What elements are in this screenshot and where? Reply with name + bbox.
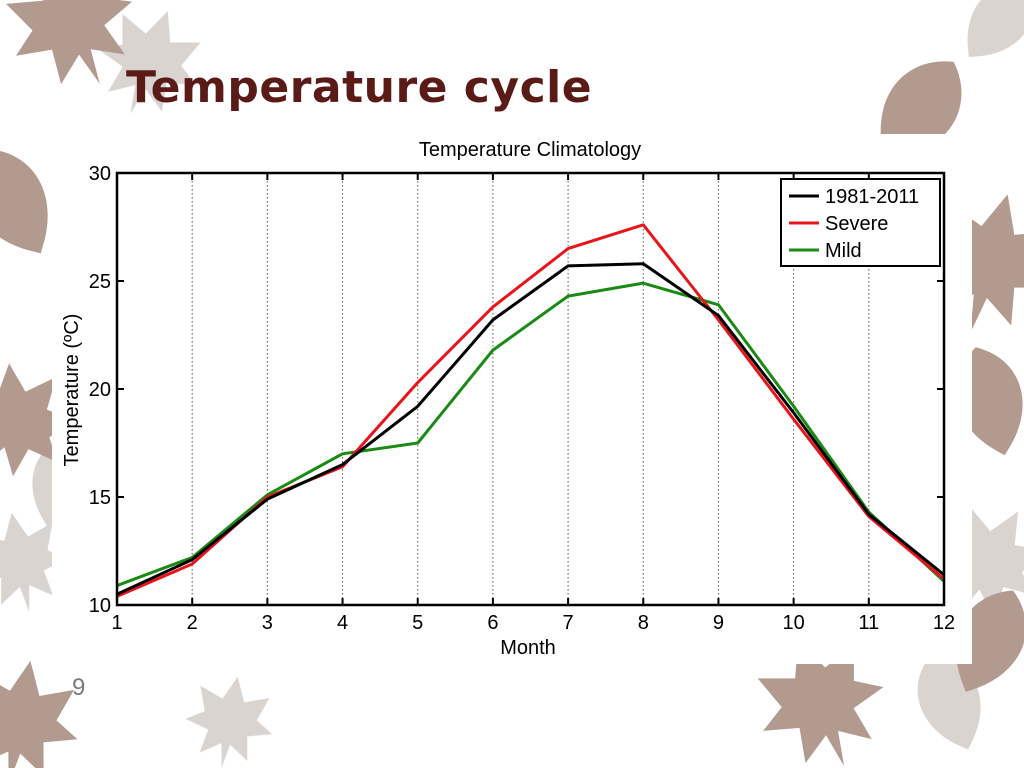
y-tick-label: 15 [89,487,111,509]
legend-label: Severe [825,213,888,235]
x-tick-label: 7 [563,612,574,634]
temperature-chart: Temperature Climatology Month Temperatur… [61,139,955,659]
series-layer [116,223,946,598]
y-axis-label: Temperature (ºC) [61,314,83,467]
y-tick-label: 25 [89,271,111,293]
x-tick-label: 6 [487,612,498,634]
legend-label: Mild [825,240,862,262]
chart-title: Temperature Climatology [419,139,641,161]
y-tick-label: 30 [89,163,111,185]
legend-label: 1981-2011 [825,186,919,208]
chart-panel: Temperature Climatology Month Temperatur… [52,134,972,664]
slide-title: Temperature cycle [126,62,593,113]
x-tick-label: 3 [262,612,273,634]
series-line-mild [116,281,946,587]
x-tick-label: 10 [783,612,805,634]
y-tick-label: 10 [89,595,111,617]
x-tick-label: 1 [111,612,122,634]
series-line-severe [116,223,945,598]
grid-layer [191,173,870,605]
x-tick-label: 2 [187,612,198,634]
page-number: 9 [72,674,86,701]
series-line-1981-2011 [116,262,945,596]
x-tick-label: 11 [858,612,879,634]
x-tick-label: 9 [713,612,724,634]
x-axis-label: Month [500,637,556,659]
x-tick-label: 4 [337,612,348,634]
x-tick-label: 5 [412,612,423,634]
x-tick-label: 8 [638,612,649,634]
y-tick-label: 20 [89,379,111,401]
legend: 1981-2011 Severe Mild [780,178,941,267]
x-tick-label: 12 [933,612,955,634]
